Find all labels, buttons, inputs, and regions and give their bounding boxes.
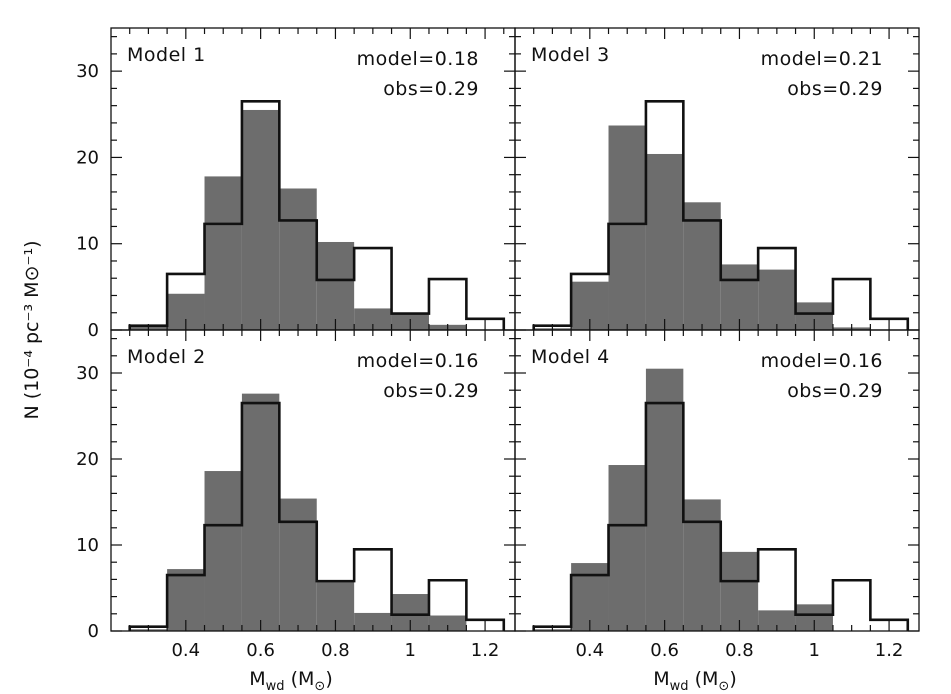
model-bar xyxy=(316,241,355,330)
panel-obs-value: obs=0.29 xyxy=(787,380,883,402)
model-bar xyxy=(241,393,280,631)
model-bar xyxy=(758,269,796,330)
y-tick-label: 10 xyxy=(76,234,99,255)
model-bar xyxy=(645,153,684,330)
observed-step-line xyxy=(532,401,910,631)
x-tick-label: 1.2 xyxy=(875,640,904,661)
panel-model-value: model=0.16 xyxy=(357,350,479,372)
x-tick-label: 1.2 xyxy=(471,640,500,661)
x-tick-label: 0.8 xyxy=(725,640,754,661)
model-bar xyxy=(354,612,392,631)
x-tick-label: 0.6 xyxy=(246,640,275,661)
panel-model-value: model=0.18 xyxy=(357,48,479,70)
x-tick-label: 1 xyxy=(809,640,820,661)
panel-2 xyxy=(514,27,920,331)
panel-model-value: model=0.16 xyxy=(761,350,883,372)
y-tick-label: 0 xyxy=(88,320,99,341)
model-bar xyxy=(608,125,646,330)
model-bar xyxy=(354,308,392,330)
panel-model-name: Model 1 xyxy=(127,44,206,66)
model-bar xyxy=(241,109,280,330)
panel-model-value: model=0.21 xyxy=(761,48,883,70)
y-tick-label: 0 xyxy=(88,621,99,642)
panel-1 xyxy=(110,27,516,331)
panel-obs-value: obs=0.29 xyxy=(787,78,883,100)
panel-3 xyxy=(110,329,516,632)
model-bar xyxy=(279,188,317,330)
y-tick-label: 20 xyxy=(76,449,99,470)
x-tick-label: 1 xyxy=(405,640,416,661)
x-axis-label: Mwd (M⊙) xyxy=(653,668,736,694)
y-tick-label: 20 xyxy=(76,147,99,168)
model-bar xyxy=(428,615,467,631)
model-bar xyxy=(279,498,317,631)
panel-model-name: Model 2 xyxy=(127,346,206,368)
panel-model-name: Model 3 xyxy=(531,44,610,66)
model-bar xyxy=(683,202,721,330)
y-axis-label: N (10⁻⁴ pc⁻³ M⊙⁻¹) xyxy=(21,240,43,419)
observed-step-line xyxy=(532,100,910,330)
model-bar xyxy=(204,471,242,631)
panel-frame xyxy=(514,329,920,632)
model-bar xyxy=(720,551,759,631)
model-bar xyxy=(608,465,646,631)
x-tick-label: 0.8 xyxy=(321,640,350,661)
x-axis-label: Mwd (M⊙) xyxy=(249,668,332,694)
model-bar xyxy=(204,176,242,330)
panel-model-name: Model 4 xyxy=(531,346,610,368)
model-bar xyxy=(645,368,684,631)
y-tick-label: 30 xyxy=(76,363,99,384)
x-tick-label: 0.6 xyxy=(650,640,679,661)
y-tick-label: 30 xyxy=(76,61,99,82)
observed-step-line xyxy=(128,100,506,330)
panel-obs-value: obs=0.29 xyxy=(383,380,479,402)
x-tick-label: 0.4 xyxy=(171,640,200,661)
model-bar xyxy=(758,610,796,631)
x-tick-label: 0.4 xyxy=(575,640,604,661)
panels-layer xyxy=(110,27,920,632)
panel-4 xyxy=(514,329,920,632)
y-tick-label: 10 xyxy=(76,535,99,556)
model-bar xyxy=(683,499,721,631)
observed-step-line xyxy=(128,401,506,631)
panel-obs-value: obs=0.29 xyxy=(383,78,479,100)
